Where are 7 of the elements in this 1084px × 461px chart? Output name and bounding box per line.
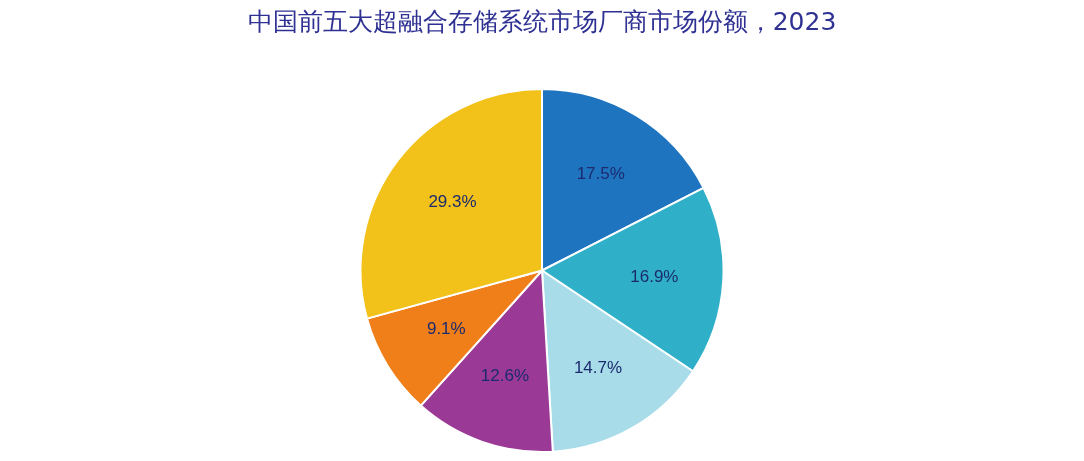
data-label: 16.9% [630,266,679,286]
data-label: 12.6% [480,366,530,386]
chart-title: 中国前五大超融合存储系统市场厂商市场份额，2023 [247,6,837,36]
data-label: 14.7% [573,357,623,377]
data-label: 9.1% [426,319,466,339]
data-label: 17.5% [576,164,625,184]
data-label: 29.3% [428,191,477,211]
